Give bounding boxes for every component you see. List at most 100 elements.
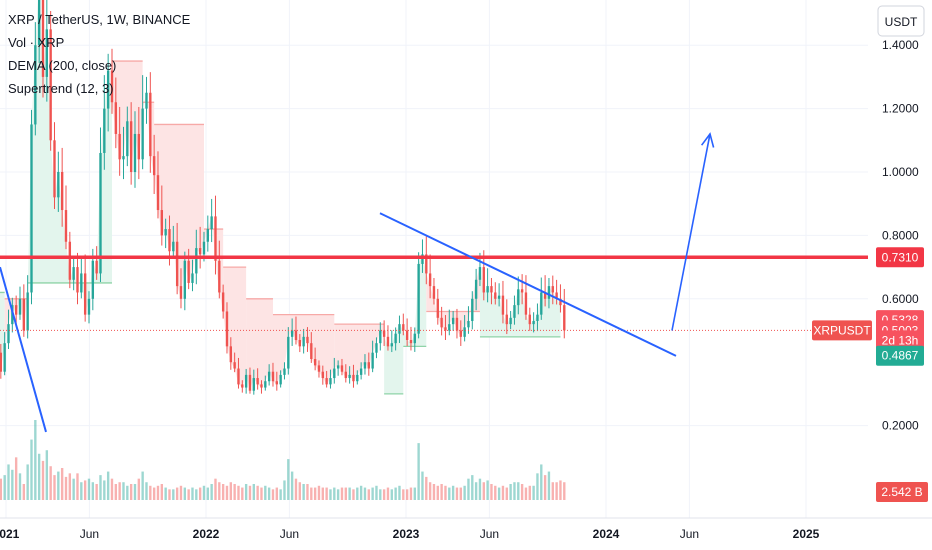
candle-body[interactable] [551, 286, 554, 293]
candle-body[interactable] [471, 298, 474, 321]
candle-body[interactable] [76, 267, 79, 293]
candle-body[interactable] [563, 305, 566, 331]
candle-body[interactable] [413, 333, 416, 344]
candle-body[interactable] [459, 330, 462, 337]
candle-body[interactable] [382, 330, 386, 337]
candle-body[interactable] [252, 378, 255, 391]
candle-body[interactable] [532, 320, 535, 325]
candle-body[interactable] [145, 92, 148, 109]
candle-body[interactable] [256, 378, 259, 385]
candle-body[interactable] [310, 343, 313, 360]
candle-body[interactable] [275, 381, 278, 385]
candle-body[interactable] [129, 121, 133, 172]
candle-body[interactable] [271, 371, 275, 382]
candle-body[interactable] [352, 374, 355, 382]
candle-body[interactable] [436, 298, 439, 318]
candle-body[interactable] [290, 330, 294, 337]
candle-body[interactable] [559, 298, 562, 306]
candle-body[interactable] [179, 286, 183, 299]
candle-body[interactable] [329, 378, 332, 385]
projection-arrow[interactable] [671, 133, 711, 331]
candle-body[interactable] [210, 216, 213, 230]
candle-body[interactable] [432, 286, 436, 299]
candle-body[interactable] [390, 343, 393, 347]
candle-body[interactable] [386, 336, 390, 347]
candle-body[interactable] [540, 292, 543, 315]
candle-body[interactable] [237, 368, 240, 385]
candle-body[interactable] [425, 254, 428, 274]
candle-body[interactable] [164, 229, 167, 236]
candle-body[interactable] [152, 156, 156, 176]
candle-body[interactable] [474, 279, 478, 299]
candle-body[interactable] [302, 336, 305, 347]
candle-body[interactable] [206, 229, 210, 242]
candle-body[interactable] [30, 124, 33, 293]
candle-body[interactable] [49, 29, 52, 141]
candle-body[interactable] [248, 374, 252, 391]
candle-body[interactable] [494, 292, 497, 299]
candle-body[interactable] [287, 336, 290, 369]
candle-body[interactable] [298, 340, 301, 347]
candle-body[interactable] [505, 314, 508, 325]
candle-body[interactable] [336, 365, 340, 369]
candle-body[interactable] [547, 286, 551, 299]
indicator-volume[interactable]: Vol · XRP [8, 35, 64, 50]
candle-body[interactable] [34, 45, 37, 125]
early-trendline[interactable] [0, 266, 47, 433]
candle-body[interactable] [467, 320, 470, 328]
candle-body[interactable] [7, 324, 10, 344]
candle-body[interactable] [398, 324, 401, 334]
candle-body[interactable] [72, 267, 75, 280]
candle-body[interactable] [402, 324, 405, 331]
candle-body[interactable] [497, 295, 501, 299]
candle-body[interactable] [87, 298, 91, 315]
candle-body[interactable] [202, 241, 206, 255]
indicator-dema[interactable]: DEMA (200, close) [8, 58, 116, 73]
candle-body[interactable] [421, 254, 424, 264]
candle-body[interactable] [463, 327, 466, 337]
candle-body[interactable] [95, 260, 98, 274]
candle-body[interactable] [106, 70, 110, 109]
candle-body[interactable] [486, 286, 489, 293]
candle-body[interactable] [53, 140, 56, 198]
candle-body[interactable] [244, 374, 248, 388]
candle-body[interactable] [306, 336, 309, 344]
candle-body[interactable] [375, 343, 378, 353]
candle-body[interactable] [482, 267, 485, 293]
candle-body[interactable] [175, 241, 179, 287]
candle-body[interactable] [221, 292, 225, 312]
candle-body[interactable] [260, 384, 263, 388]
candle-body[interactable] [57, 172, 60, 198]
candle-body[interactable] [218, 260, 221, 293]
candle-body[interactable] [64, 210, 68, 242]
candle-body[interactable] [333, 368, 336, 379]
candle-body[interactable] [478, 267, 482, 280]
candle-body[interactable] [264, 381, 267, 388]
candle-body[interactable] [267, 371, 271, 382]
candle-body[interactable] [325, 378, 328, 385]
candle-body[interactable] [160, 210, 164, 236]
candle-body[interactable] [509, 317, 512, 325]
candle-body[interactable] [60, 172, 64, 211]
candle-body[interactable] [517, 289, 520, 306]
candle-body[interactable] [22, 298, 26, 331]
candle-body[interactable] [156, 175, 160, 211]
descending-trendline[interactable] [379, 212, 677, 357]
candle-body[interactable] [444, 327, 447, 331]
time-axis[interactable]: 2021 Jun 2022 Jun 2023 Jun 2024 Jun 2025 [0, 517, 932, 541]
candle-body[interactable] [45, 29, 49, 77]
candle-body[interactable] [114, 102, 118, 134]
candle-body[interactable] [233, 362, 236, 369]
candle-body[interactable] [448, 324, 451, 331]
candle-body[interactable] [149, 92, 152, 157]
indicator-supertrend[interactable]: Supertrend (12, 3) [8, 81, 114, 96]
candle-body[interactable] [14, 305, 18, 315]
candle-body[interactable] [363, 362, 367, 369]
candle-body[interactable] [501, 295, 505, 315]
candle-body[interactable] [99, 152, 102, 274]
candle-body[interactable] [536, 314, 539, 321]
candle-body[interactable] [294, 330, 298, 341]
candle-body[interactable] [279, 374, 282, 385]
candle-body[interactable] [3, 343, 6, 372]
